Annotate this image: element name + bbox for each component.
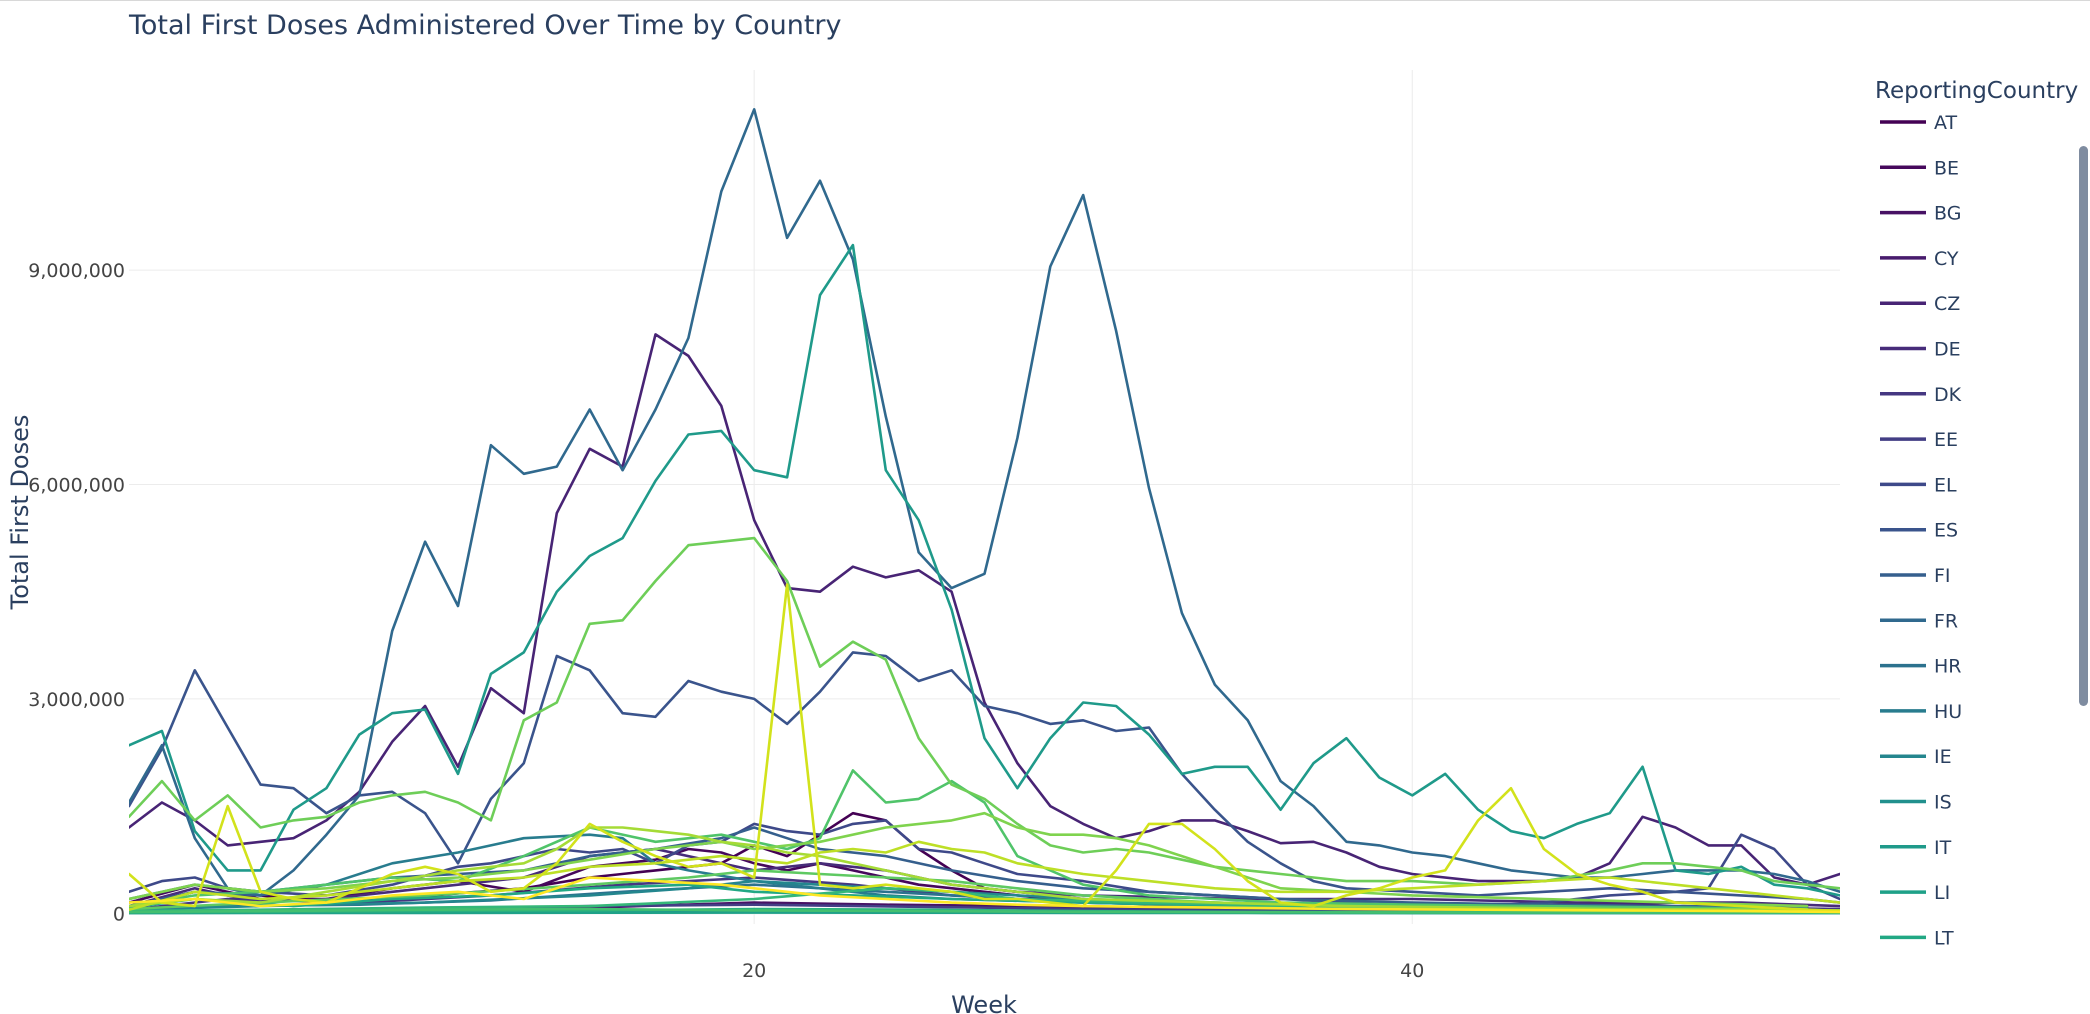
y-axis-ticks: 0 3,000,000 6,000,000 9,000,000 <box>28 260 125 925</box>
legend-item-cy[interactable]: CY <box>1880 248 1959 270</box>
legend-label: DE <box>1934 339 1961 361</box>
series-line-fr[interactable] <box>129 108 1840 897</box>
series-line-pt[interactable] <box>129 811 1809 908</box>
plot-series <box>129 108 1840 915</box>
x-axis-ticks: 20 40 <box>742 960 1424 982</box>
legend-label: IT <box>1934 837 1952 859</box>
legend-item-hr[interactable]: HR <box>1880 656 1962 678</box>
legend-item-es[interactable]: ES <box>1880 520 1958 542</box>
legend-label: LI <box>1934 882 1950 904</box>
chart-title: Total First Doses Administered Over Time… <box>128 10 842 41</box>
legend-label: AT <box>1934 112 1958 134</box>
legend-label: DK <box>1934 384 1962 406</box>
series-line-sk[interactable] <box>129 876 1840 914</box>
x-tick-label: 40 <box>1400 960 1424 982</box>
legend-label: CZ <box>1934 293 1960 315</box>
legend-label: FR <box>1934 610 1958 632</box>
y-tick-label: 9,000,000 <box>28 260 125 282</box>
series-line-it[interactable] <box>129 243 1840 897</box>
legend-scrollbar-thumb[interactable] <box>2079 146 2088 706</box>
legend-item-it[interactable]: IT <box>1880 837 1952 859</box>
legend-item-ie[interactable]: IE <box>1880 746 1952 768</box>
legend-label: BE <box>1934 157 1959 179</box>
legend-item-is[interactable]: IS <box>1880 792 1952 814</box>
legend-item-ee[interactable]: EE <box>1880 429 1958 451</box>
legend: AT BE BG CY CZ DE DK EE EL ES FI FR HR HU IE IS IT LI LT <box>1880 112 1962 949</box>
legend-label: BG <box>1934 203 1961 225</box>
legend-item-hu[interactable]: HU <box>1880 701 1962 723</box>
legend-label: EL <box>1934 474 1957 496</box>
legend-item-cz[interactable]: CZ <box>1880 293 1960 315</box>
legend-label: CY <box>1934 248 1959 270</box>
legend-item-fr[interactable]: FR <box>1880 610 1958 632</box>
legend-label: FI <box>1934 565 1951 587</box>
legend-item-lt[interactable]: LT <box>1880 927 1954 949</box>
x-axis-title: Week <box>951 991 1017 1014</box>
legend-item-be[interactable]: BE <box>1880 157 1959 179</box>
x-tick-label: 20 <box>742 960 766 982</box>
legend-label: ES <box>1934 520 1958 542</box>
legend-label: HU <box>1934 701 1962 723</box>
legend-scrollbar[interactable] <box>2076 70 2090 706</box>
series-line-mt[interactable] <box>129 907 1840 914</box>
legend-label: EE <box>1934 429 1958 451</box>
legend-label: LT <box>1934 927 1954 949</box>
y-axis-title: Total First Doses <box>6 415 34 611</box>
legend-item-dk[interactable]: DK <box>1880 384 1962 406</box>
legend-item-fi[interactable]: FI <box>1880 565 1951 587</box>
legend-item-el[interactable]: EL <box>1880 474 1957 496</box>
y-tick-label: 6,000,000 <box>28 474 125 496</box>
legend-label: IE <box>1934 746 1952 768</box>
y-tick-label: 3,000,000 <box>28 689 125 711</box>
y-tick-label: 0 <box>113 903 125 925</box>
legend-item-at[interactable]: AT <box>1880 112 1958 134</box>
legend-label: HR <box>1934 656 1962 678</box>
series-line-ro[interactable] <box>129 826 1840 912</box>
legend-item-de[interactable]: DE <box>1880 339 1961 361</box>
legend-label: IS <box>1934 792 1952 814</box>
series-line-si[interactable] <box>129 583 1840 913</box>
legend-item-bg[interactable]: BG <box>1880 203 1961 225</box>
legend-item-li[interactable]: LI <box>1880 882 1950 904</box>
legend-title: ReportingCountry <box>1875 78 2078 104</box>
